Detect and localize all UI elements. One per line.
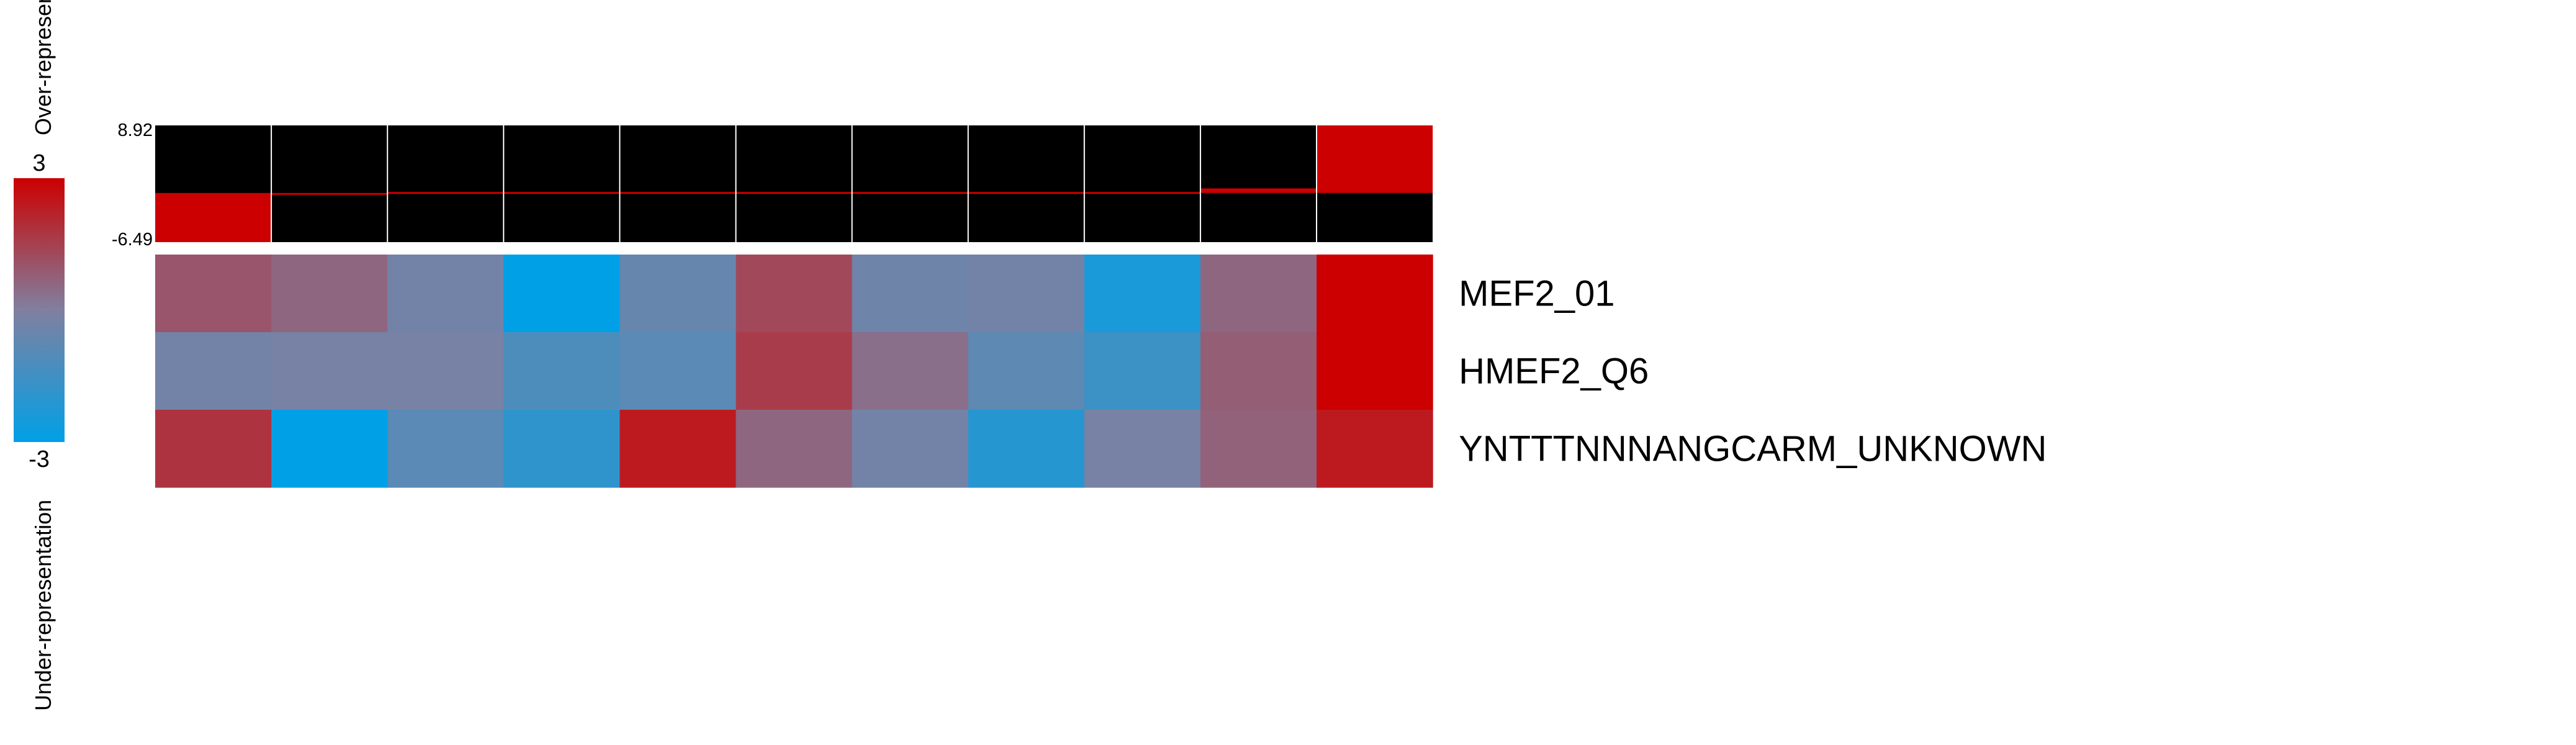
heatmap-cell [1200, 410, 1317, 488]
heatmap-cell [852, 255, 969, 333]
legend-color-bar [14, 178, 65, 442]
profile-bar [968, 192, 1084, 194]
row-label: HMEF2_Q6 [1459, 351, 1649, 392]
heatmap-cell [619, 332, 737, 410]
heatmap-cell [387, 410, 504, 488]
row-label: YNTTTNNNANGCARM_UNKNOWN [1459, 429, 2047, 469]
profile-bar [1200, 188, 1317, 193]
profile-bar [155, 192, 272, 242]
heatmap-cell [271, 410, 388, 488]
heatmap-panel: MEF2_01 HMEF2_Q6 YNTTTNNNANGCARM_UNKNOWN [155, 255, 2047, 488]
profile-bar [852, 192, 968, 194]
profile-ymax-label: 8.92 [118, 120, 153, 140]
heatmap-cell [155, 255, 272, 333]
profile-bar [271, 192, 388, 195]
legend-under-label: Under-representation [30, 500, 56, 711]
heatmap-cell [968, 410, 1085, 488]
heatmap-cell [968, 332, 1085, 410]
heatmap-cell [736, 332, 853, 410]
heatmap-cell [1084, 410, 1201, 488]
heatmap-cell [736, 255, 853, 333]
heatmap-cell [1317, 255, 1433, 333]
profile-bar [736, 192, 852, 194]
heatmap-cell [1084, 255, 1201, 333]
heatmap-cell [736, 410, 853, 488]
profile-bar [503, 192, 620, 194]
heatmap-cell [387, 332, 504, 410]
profile-background [155, 125, 1433, 242]
heatmap-cell [1200, 255, 1317, 333]
legend-min-label: -3 [29, 446, 50, 472]
profile-bar [1084, 192, 1200, 194]
color-legend: Over-representation 3 -3 Under-represent… [14, 0, 65, 711]
heatmap-cell [619, 255, 737, 333]
profile-ymin-label: -6.49 [112, 230, 153, 250]
heatmap-cell [619, 410, 737, 488]
legend-max-label: 3 [32, 150, 45, 176]
profile-panel: 8.92 -6.49 [112, 120, 1433, 250]
heatmap-cell [271, 255, 388, 333]
heatmap-cell [503, 332, 620, 410]
heatmap-cell [271, 332, 388, 410]
row-label: MEF2_01 [1459, 274, 1615, 314]
heatmap-cell [155, 332, 272, 410]
heatmap-cell [1317, 410, 1433, 488]
heatmap-cell [852, 410, 969, 488]
heatmap-cell [968, 255, 1085, 333]
legend-over-label: Over-representation [30, 0, 56, 135]
profile-bar [1317, 125, 1433, 193]
heatmap-cell [852, 332, 969, 410]
heatmap-cell [387, 255, 504, 333]
heatmap-cell [503, 255, 620, 333]
profile-bar [387, 192, 504, 194]
heatmap-cell [155, 410, 272, 488]
heatmap-cell [1200, 332, 1317, 410]
profile-bar [619, 192, 736, 194]
heatmap-cell [1084, 332, 1201, 410]
heatmap-cell [503, 410, 620, 488]
heatmap-cell [1317, 332, 1433, 410]
